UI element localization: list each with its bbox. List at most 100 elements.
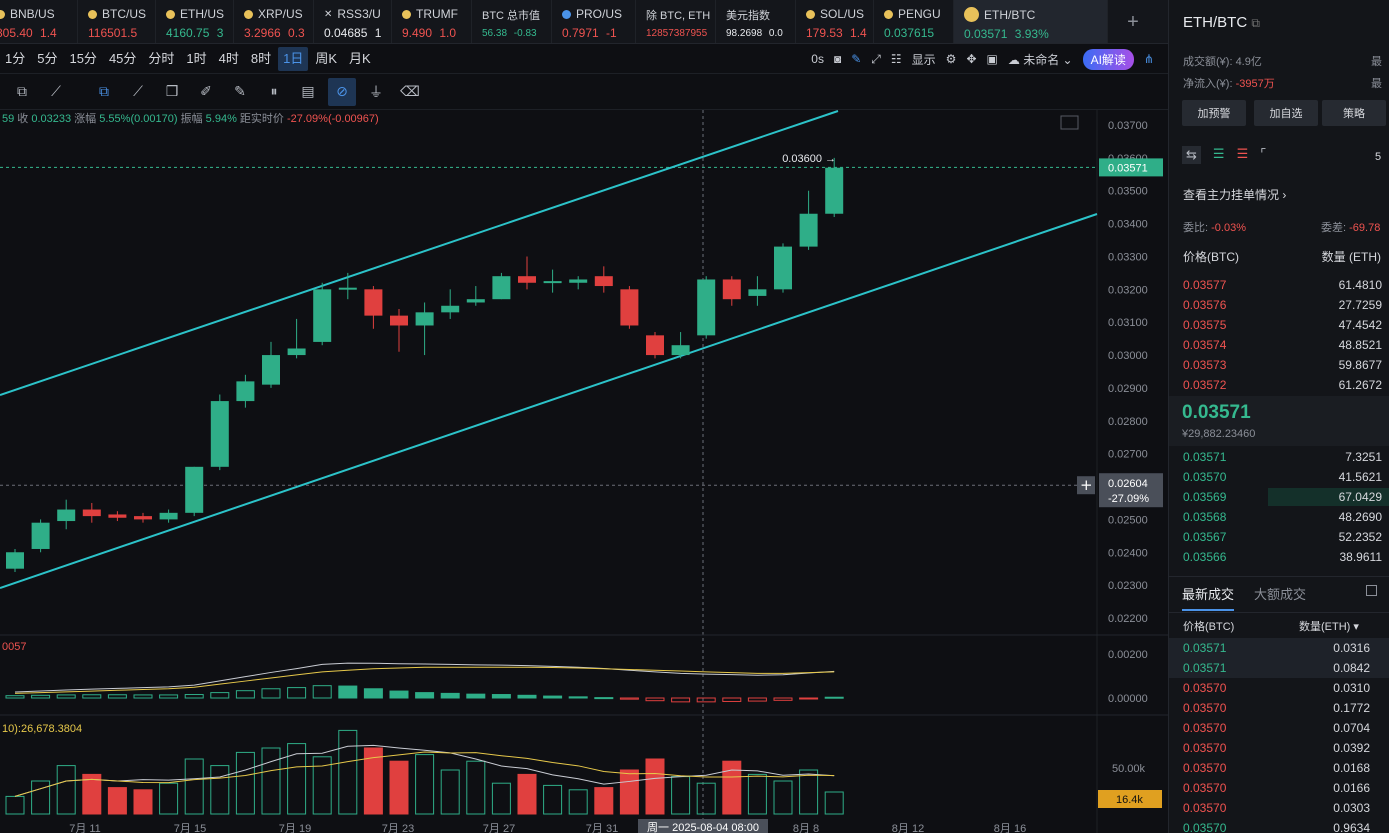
candle[interactable] bbox=[57, 509, 76, 522]
interval-tab[interactable]: 1分 bbox=[5, 50, 26, 66]
candle[interactable] bbox=[569, 279, 588, 283]
candle[interactable] bbox=[82, 509, 101, 517]
note-icon[interactable]: ▤ bbox=[301, 83, 315, 99]
ticker-item[interactable]: ETH/US 4160.75 3 bbox=[156, 0, 234, 43]
candle[interactable] bbox=[185, 466, 204, 513]
order-row[interactable]: 0.03572 61.2672 bbox=[1169, 375, 1389, 395]
ticker-item[interactable]: PENGU 0.037615 bbox=[874, 0, 954, 43]
candle[interactable] bbox=[518, 276, 536, 283]
candle[interactable] bbox=[697, 279, 716, 336]
candle[interactable] bbox=[364, 289, 383, 316]
interval-tab[interactable]: 分时 bbox=[148, 50, 175, 66]
order-row[interactable]: 0.03573 59.8677 bbox=[1169, 355, 1389, 375]
candle[interactable] bbox=[415, 312, 434, 326]
ticker-item[interactable]: XRP/US 3.2966 0.3 bbox=[234, 0, 314, 43]
candle[interactable] bbox=[748, 289, 767, 296]
delete-icon[interactable]: ⏸ bbox=[270, 83, 278, 99]
candle[interactable] bbox=[620, 289, 639, 326]
pen-icon[interactable]: ❒ bbox=[165, 83, 179, 99]
ticker-item[interactable]: SOL/US 179.53 1.4 bbox=[796, 0, 874, 43]
add-watchlist-button[interactable]: 加自选 bbox=[1254, 100, 1318, 126]
candle[interactable] bbox=[262, 355, 280, 385]
candle[interactable] bbox=[287, 348, 306, 356]
pencil-icon[interactable]: ✎ bbox=[851, 52, 862, 66]
candle[interactable] bbox=[134, 516, 152, 520]
depth-size-icon[interactable]: ⌜ bbox=[1260, 146, 1267, 161]
candle[interactable] bbox=[543, 281, 562, 284]
settings-icon[interactable]: ☷ bbox=[890, 52, 902, 66]
channel-upper-line[interactable] bbox=[0, 110, 839, 396]
order-row[interactable]: 0.03566 38.9611 bbox=[1169, 547, 1389, 567]
trash-icon[interactable]: ⌫ bbox=[400, 83, 420, 99]
interval-tab[interactable]: 周K bbox=[315, 50, 338, 66]
filter-checkbox[interactable] bbox=[1366, 585, 1377, 596]
interval-tab[interactable]: 1时 bbox=[186, 50, 207, 66]
candle[interactable] bbox=[492, 276, 511, 300]
candle[interactable] bbox=[159, 512, 178, 520]
seconds-toggle[interactable]: 0s bbox=[811, 52, 824, 66]
candle[interactable] bbox=[466, 299, 485, 303]
candle[interactable] bbox=[799, 213, 818, 247]
layout-icon[interactable]: ▣ bbox=[986, 52, 998, 66]
candle[interactable] bbox=[722, 279, 741, 300]
candle[interactable] bbox=[594, 276, 613, 287]
main-orders-link[interactable]: 查看主力挂单情况 › bbox=[1183, 188, 1287, 202]
magnet-icon[interactable]: ⊘ bbox=[328, 77, 356, 106]
share-icon[interactable]: ⋔ bbox=[1143, 52, 1154, 66]
order-row[interactable]: 0.03574 48.8521 bbox=[1169, 335, 1389, 355]
depth-sell-icon[interactable]: ☰ bbox=[1236, 146, 1249, 161]
interval-tab[interactable]: 1日 bbox=[278, 46, 309, 71]
add-alert-button[interactable]: 加预警 bbox=[1182, 100, 1246, 126]
depth-both-icon[interactable]: ⇆ bbox=[1182, 146, 1201, 164]
plus-icon[interactable]: + bbox=[1080, 476, 1093, 494]
gear-icon[interactable]: ⚙ bbox=[945, 52, 957, 66]
ticker-item[interactable]: TRUMF 9.490 1.0 bbox=[392, 0, 472, 43]
depth-level[interactable]: 5 bbox=[1375, 151, 1382, 163]
interval-tab[interactable]: 8时 bbox=[250, 50, 272, 66]
candle[interactable] bbox=[774, 246, 792, 290]
measure-icon[interactable]: ✎ bbox=[234, 83, 246, 99]
candle[interactable] bbox=[210, 401, 229, 467]
order-row[interactable]: 0.03569 67.0429 bbox=[1169, 487, 1389, 507]
expand-icon[interactable]: ⤢ bbox=[871, 51, 881, 66]
add-alert-plus-button[interactable] bbox=[1077, 476, 1095, 495]
filter-icon[interactable]: ⏚ bbox=[369, 83, 383, 100]
display-button[interactable]: 显示 bbox=[911, 52, 936, 67]
ticker-item[interactable]: BTC/US 116501.5 bbox=[78, 0, 156, 43]
strategy-button[interactable]: 策略 bbox=[1322, 100, 1386, 126]
depth-buy-icon[interactable]: ☰ bbox=[1212, 146, 1225, 161]
interval-tab[interactable]: 5分 bbox=[37, 50, 58, 66]
candle[interactable] bbox=[646, 335, 664, 356]
candle[interactable] bbox=[236, 381, 255, 402]
ticker-item[interactable]: BNB/US 805.40 1.4 bbox=[0, 0, 78, 43]
order-row[interactable]: 0.03575 47.4542 bbox=[1169, 315, 1389, 335]
draw-line-icon[interactable]: ⟋ bbox=[51, 83, 61, 99]
interval-tab[interactable]: 15分 bbox=[69, 50, 97, 66]
ticker-item[interactable]: 除 BTC, ETH 12857387955 bbox=[636, 0, 716, 43]
candle[interactable] bbox=[825, 167, 844, 214]
price-chart[interactable]: 0.037000.036000.035000.034000.033000.032… bbox=[0, 110, 1168, 833]
candle[interactable] bbox=[108, 514, 127, 518]
line-icon[interactable]: ⟋ bbox=[133, 83, 143, 99]
tab-latest-trades[interactable]: 最新成交 bbox=[1182, 584, 1235, 611]
chart-expand-icon[interactable] bbox=[1060, 115, 1079, 130]
order-row[interactable]: 0.03577 61.4810 bbox=[1169, 275, 1389, 295]
candle[interactable] bbox=[671, 345, 690, 356]
order-row[interactable]: 0.03571 7.3251 bbox=[1169, 447, 1389, 467]
cursor-icon[interactable]: ⧉ bbox=[99, 83, 109, 99]
layers-icon[interactable]: ⧉ bbox=[17, 83, 27, 99]
ticker-item[interactable]: PRO/US 0.7971 -1 bbox=[552, 0, 636, 43]
interval-tab[interactable]: 4时 bbox=[218, 50, 239, 66]
order-row[interactable]: 0.03567 52.2352 bbox=[1169, 527, 1389, 547]
add-tab-button[interactable]: + bbox=[1127, 10, 1139, 33]
camera-icon[interactable]: ◙ bbox=[833, 52, 842, 66]
candle[interactable] bbox=[338, 287, 357, 290]
ai-interpret-button[interactable]: AI解读 bbox=[1082, 48, 1134, 70]
brush-icon[interactable]: ✐ bbox=[200, 83, 212, 99]
trades-col-qty[interactable]: 数量(ETH) ▾ bbox=[1299, 621, 1359, 633]
candle[interactable] bbox=[6, 552, 24, 569]
candle[interactable] bbox=[31, 522, 50, 549]
ticker-item[interactable]: ✕ RSS3/U 0.04685 1 bbox=[314, 0, 392, 43]
cloud-layout-select[interactable]: ☁ 未命名 ⌄ bbox=[1007, 52, 1073, 67]
channel-lower-line[interactable] bbox=[0, 213, 1098, 589]
